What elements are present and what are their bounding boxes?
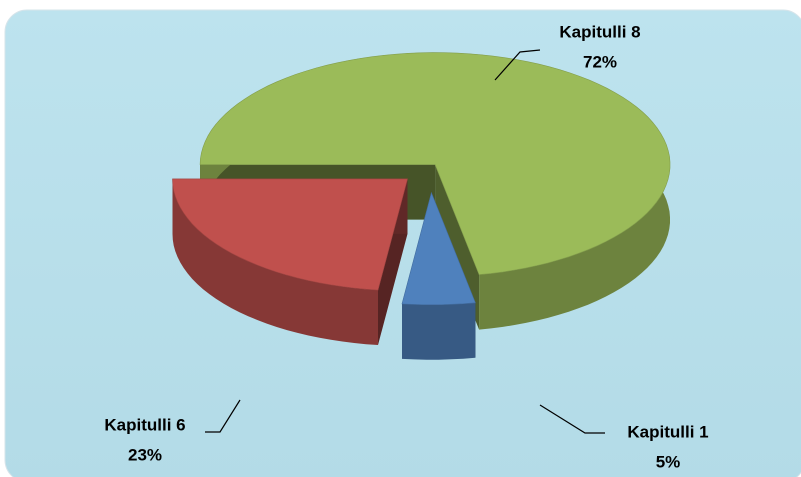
slice-top (172, 178, 408, 291)
slice-outer-wall (172, 178, 378, 345)
leader-line (205, 399, 241, 433)
data-label-name: Kapitulli 6 (104, 415, 185, 434)
pie (172, 52, 671, 360)
leader-line (494, 49, 541, 81)
pie-slice (401, 191, 476, 360)
slice-outer-wall (402, 302, 476, 360)
labels: Kapitulli 8 72% Kapitulli 1 5% Kapitulli 6 23… (104, 22, 708, 471)
data-label-name: Kapitulli 1 (627, 422, 708, 441)
data-label-value: 23% (128, 445, 162, 464)
pie-slice (172, 178, 408, 345)
data-label-name: Kapitulli 8 (559, 22, 640, 41)
data-label-value: 5% (656, 452, 681, 471)
slice-top (401, 191, 476, 306)
leader-line (539, 404, 605, 434)
data-label-value: 72% (583, 52, 617, 71)
slice-top (199, 52, 671, 275)
